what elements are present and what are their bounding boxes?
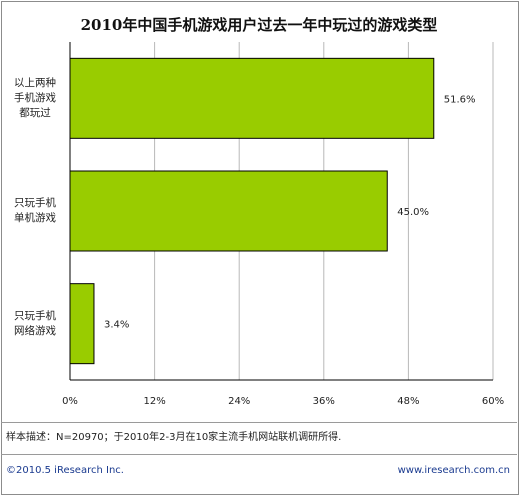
x-tick-label: 36% — [313, 396, 335, 407]
bar-value-label: 45.0% — [397, 207, 429, 218]
category-label-line: 单机游戏 — [14, 212, 56, 224]
category-label: 只玩手机 网络游戏 — [6, 309, 64, 339]
category-label: 只玩手机 单机游戏 — [6, 196, 64, 226]
footer-divider — [1, 454, 517, 455]
category-label-line: 都玩过 — [19, 106, 51, 119]
x-tick-label: 24% — [228, 396, 250, 407]
category-label-line: 手机游戏 — [14, 91, 56, 104]
bar-value-label: 3.4% — [104, 320, 129, 331]
x-tick-label: 60% — [482, 396, 504, 407]
bar-value-label: 51.6% — [444, 94, 476, 105]
bar — [69, 170, 388, 252]
category-label-line: 以上两种 — [14, 76, 56, 89]
category-label-line: 只玩手机 — [14, 309, 56, 322]
website-link[interactable]: www.iresearch.com.cn — [397, 465, 510, 476]
category-label-line: 网络游戏 — [14, 324, 56, 337]
category-label-line: 只玩手机 — [14, 197, 56, 209]
bar — [69, 57, 435, 139]
copyright-text: ©2010.5 iResearch Inc. — [6, 465, 124, 476]
chart-title: 2010年中国手机游戏用户过去一年中玩过的游戏类型 — [80, 16, 438, 34]
category-label: 以上两种手机游戏都玩过 — [6, 76, 64, 121]
x-tick-label: 48% — [397, 396, 419, 407]
bar — [69, 283, 95, 365]
sample-footnote: 样本描述：N=20970；于2010年2-3月在10家主流手机网站联机调研所得. — [6, 432, 342, 443]
x-tick-label: 0% — [62, 396, 78, 407]
x-tick-label: 12% — [143, 396, 165, 407]
footnote-divider — [1, 422, 517, 423]
